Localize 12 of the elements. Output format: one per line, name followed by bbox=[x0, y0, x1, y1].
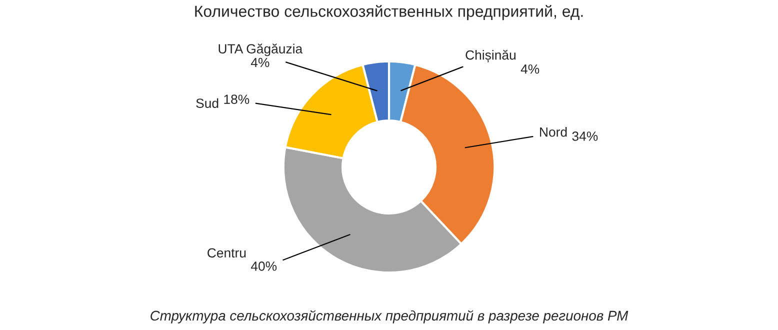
text: Структура сельскохозяйственных предприятий в разрезе регионов РМ bbox=[150, 310, 628, 324]
data-label: 40% bbox=[250, 262, 277, 271]
chart-title: Количество сельскохозяйственных предприятий, ед. bbox=[195, 4, 583, 20]
slice-label: UTA Găgăuzia bbox=[218, 44, 303, 56]
slice-label: Sud bbox=[196, 98, 218, 108]
data-label: 4% bbox=[250, 58, 270, 68]
slice-label: Chișinău bbox=[466, 50, 516, 62]
data-label: 4% bbox=[520, 64, 540, 74]
data-label: 34% bbox=[572, 132, 598, 141]
data-label: 18% bbox=[224, 94, 250, 104]
slice-label: Centru bbox=[208, 248, 246, 258]
slice-label: Nord bbox=[540, 127, 567, 137]
